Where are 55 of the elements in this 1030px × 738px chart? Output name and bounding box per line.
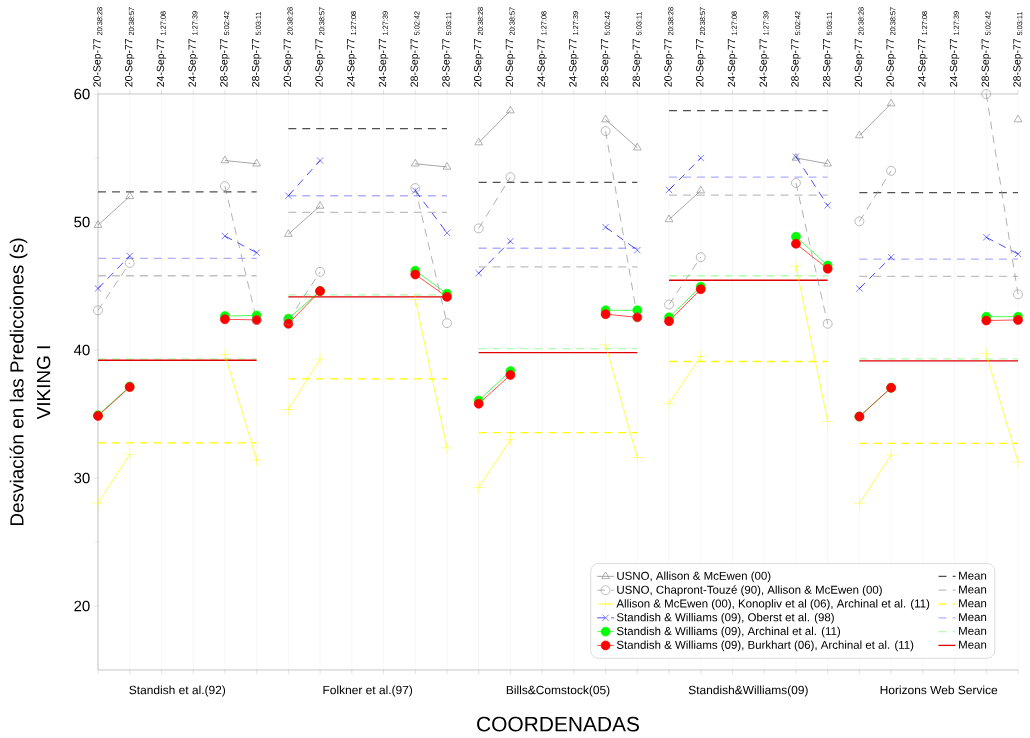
legend-label: Mean xyxy=(959,599,987,608)
text: Standish&Williams(09) xyxy=(688,685,808,697)
x-tick-label: 28-Sep-77 $_{5:02:42}$ xyxy=(600,11,611,87)
x-tick-label: 28-Sep-77 $_{5:03:11}$ xyxy=(442,11,452,87)
y-tick-label: 30 xyxy=(74,472,90,484)
legend-label: Standish & Williams (09), Archinal et al. (11) xyxy=(616,626,841,638)
y-axis-title: Desviación en las Predicciones (s) xyxy=(9,238,28,526)
legend-label: Standish & Williams (09), Oberst et al. (98) xyxy=(616,612,834,624)
x-tick-label: 28-Sep-77 $_{5:02:42}$ xyxy=(981,11,992,87)
y-tick-label: 50 xyxy=(74,216,90,228)
text: Folkner et al.(97) xyxy=(323,685,413,697)
x-tick-label: 28-Sep-77 $_{5:02:42}$ xyxy=(220,11,230,87)
legend-label: USNO, Chapront-Touzé (90), Allison & McEwen (00) xyxy=(617,585,882,597)
legend-label: Mean xyxy=(959,585,987,594)
x-tick-label: 24-Sep-77 $_{1:27:39}$ xyxy=(188,11,198,87)
y-tick-label: 20 xyxy=(74,600,90,612)
x-tick-label: 20-Sep-77 $_{20:38:28}$ xyxy=(473,7,484,87)
x-tick-label: 28-Sep-77 $_{5:03:11}$ xyxy=(251,11,262,87)
text: VIKING I xyxy=(36,346,51,420)
legend-label: Mean xyxy=(959,613,987,622)
text: Standish et al.(92) xyxy=(129,685,226,697)
x-tick-label: 24-Sep-77 $_{1:27:08}$ xyxy=(537,11,547,87)
x-tick-label: 20-Sep-77 $_{20:38:57}$ xyxy=(696,7,706,87)
x-tick-label: 24-Sep-77 $_{1:27:08}$ xyxy=(727,11,738,87)
x-tick-label: 20-Sep-77 $_{20:38:28}$ xyxy=(283,7,294,87)
legend-label: Standish & Williams (09), Burkhart (06), Archinal et al. (11) xyxy=(616,640,914,652)
x-tick-label: 24-Sep-77 $_{1:27:39}$ xyxy=(949,11,960,87)
x-tick-label: 20-Sep-77 $_{20:38:28}$ xyxy=(93,7,103,87)
x-tick-label: 20-Sep-77 $_{20:38:57}$ xyxy=(315,7,325,87)
x-axis-title: COORDENADAS xyxy=(477,716,639,732)
x-tick-label: 20-Sep-77 $_{20:38:28}$ xyxy=(854,7,865,87)
x-tick-label: 20-Sep-77 $_{20:38:57}$ xyxy=(505,7,516,87)
y-tick-label: 40 xyxy=(73,344,90,356)
legend-label: Allison & McEwen (00), Konopliv et al (06), Archinal et al. (11) xyxy=(616,599,930,610)
x-tick-label: 24-Sep-77 $_{1:27:08}$ xyxy=(918,11,928,87)
x-tick-label: 28-Sep-77 $_{5:02:42}$ xyxy=(791,11,801,87)
x-tick-label: 24-Sep-77 $_{1:27:39}$ xyxy=(569,11,579,87)
x-tick-label: 24-Sep-77 $_{1:27:08}$ xyxy=(347,11,357,87)
x-tick-label: 20-Sep-77 $_{20:38:57}$ xyxy=(886,7,896,87)
legend-label: Mean xyxy=(959,640,987,649)
x-tick-label: 24-Sep-77 $_{1:27:39}$ xyxy=(759,11,769,87)
x-tick-label: 24-Sep-77 $_{1:27:39}$ xyxy=(378,11,389,87)
x-tick-label: 28-Sep-77 $_{5:03:11}$ xyxy=(632,11,643,87)
legend-label: Mean xyxy=(959,571,987,580)
x-tick-label: 28-Sep-77 $_{5:03:11}$ xyxy=(1013,11,1023,87)
legend-label: USNO, Allison & McEwen (00) xyxy=(617,571,771,583)
legend-label: Mean xyxy=(959,626,987,635)
y-tick-label: 60 xyxy=(74,88,90,100)
text: Horizons Web Service xyxy=(880,685,998,695)
x-tick-label: 28-Sep-77 $_{5:02:42}$ xyxy=(410,11,420,87)
x-tick-label: 20-Sep-77 $_{20:38:57}$ xyxy=(125,7,135,87)
text: Bills&Comstock(05) xyxy=(506,685,610,697)
x-tick-label: 28-Sep-77 $_{5:03:11}$ xyxy=(822,11,833,87)
x-tick-label: 20-Sep-77 $_{20:38:28}$ xyxy=(664,7,674,87)
x-tick-label: 24-Sep-77 $_{1:27:08}$ xyxy=(156,11,167,87)
